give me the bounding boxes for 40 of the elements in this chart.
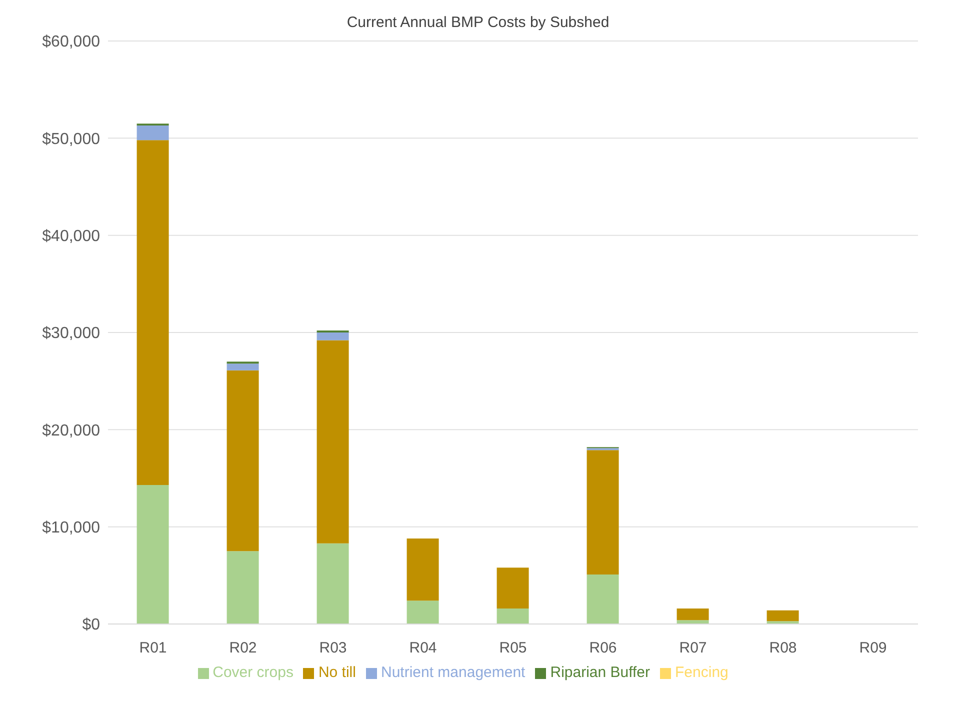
legend-label: Riparian Buffer — [550, 664, 650, 681]
x-tick-label: R04 — [409, 640, 437, 657]
y-tick-label: $20,000 — [42, 422, 100, 440]
x-tick-label: R06 — [589, 640, 617, 657]
bar — [676, 620, 709, 624]
bar — [676, 608, 709, 620]
legend-label: No till — [318, 664, 356, 681]
bar — [226, 364, 259, 370]
bar — [226, 370, 259, 552]
x-tick-label: R05 — [499, 640, 527, 657]
bar — [496, 608, 529, 624]
bar — [226, 551, 259, 624]
bar — [766, 610, 799, 622]
bar — [316, 340, 349, 544]
legend-label: Fencing — [675, 664, 728, 681]
bar — [316, 332, 349, 340]
bar — [136, 126, 169, 140]
x-tick-label: R08 — [769, 640, 797, 657]
x-tick-label: R03 — [319, 640, 347, 657]
x-tick-label: R07 — [679, 640, 707, 657]
bar — [136, 140, 169, 486]
y-tick-label: $60,000 — [42, 34, 100, 51]
bar — [586, 450, 619, 574]
legend-label: Nutrient management — [380, 664, 526, 681]
bar — [316, 543, 349, 624]
y-tick-label: $0 — [82, 616, 100, 634]
bar — [406, 600, 439, 624]
y-tick-label: $40,000 — [42, 228, 100, 246]
legend-label: Cover crops — [212, 664, 294, 681]
bar — [136, 485, 169, 624]
bar — [406, 538, 439, 601]
y-tick-label: $10,000 — [42, 520, 100, 537]
x-tick-label: R09 — [859, 640, 887, 657]
x-tick-label: R02 — [229, 640, 257, 657]
y-tick-label: $30,000 — [42, 325, 100, 342]
chart-title: Current Annual BMP Costs by Subshed — [346, 14, 610, 31]
x-tick-label: R01 — [139, 640, 167, 657]
y-tick-label: $50,000 — [42, 130, 100, 148]
bar — [586, 574, 619, 624]
bar — [496, 568, 529, 608]
